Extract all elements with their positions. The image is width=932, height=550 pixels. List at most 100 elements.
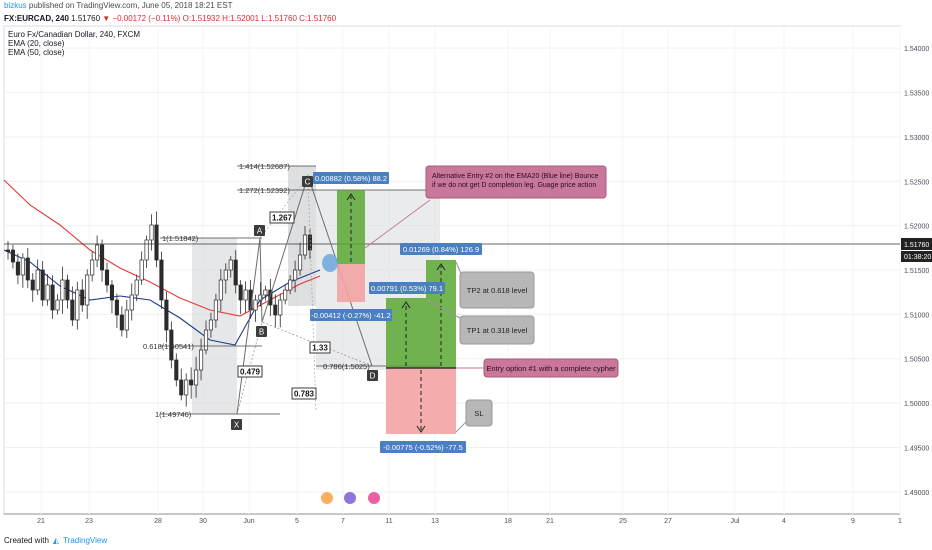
price-tick-label: 1.50500: [904, 357, 929, 364]
candle-body: [268, 289, 273, 306]
legend-title[interactable]: Euro Fx/Canadian Dollar, 240, FXCM: [8, 30, 141, 39]
candle-body: [243, 289, 248, 301]
candle-body: [20, 257, 25, 276]
ac-dashed: [259, 175, 309, 239]
candle-body: [134, 279, 139, 296]
svg-text:B: B: [259, 328, 264, 337]
callout-alt-entry-text: Alternative Entry #2 on the EMA20 (Blue …: [432, 173, 601, 189]
author-link[interactable]: bizkus: [4, 1, 27, 10]
callout-entry1[interactable]: Entry option #1 with a complete cypher: [456, 358, 619, 378]
candle-body: [119, 314, 124, 331]
candle-body: [139, 259, 144, 281]
candle-body: [223, 269, 228, 281]
time-tick-label: 18: [504, 518, 512, 525]
point-d: D: [367, 370, 378, 381]
candle-body: [228, 259, 233, 271]
candle-body: [273, 304, 278, 316]
symbol-label[interactable]: FX:EURCAD, 240: [4, 14, 69, 23]
candle-body: [45, 284, 50, 301]
callout-tp2[interactable]: TP2 at 0.618 level: [455, 261, 535, 309]
candle-body: [65, 279, 70, 301]
candle-body: [149, 224, 154, 241]
footer-brand[interactable]: TradingView: [63, 536, 108, 545]
time-tick-label: 13: [431, 518, 439, 525]
candle-body: [104, 269, 110, 286]
point-a: A: [254, 225, 265, 236]
callout-tp1[interactable]: TP1 at 0.318 level: [425, 299, 535, 345]
tradingview-logo-icon[interactable]: ◭: [52, 536, 60, 545]
price-axis: 1.54000 1.53500 1.53000 1.52500 1.52000 1.515…: [904, 46, 929, 497]
legend-ema20[interactable]: EMA (20, close): [8, 39, 65, 48]
price-tick-label: 1.54000: [904, 46, 929, 53]
price-tick-label: 1.49000: [904, 490, 929, 497]
sl-arrowhead: [416, 425, 426, 433]
svg-text:Entry option #1 with a complet: Entry option #1 with a complete cypher: [486, 364, 616, 373]
time-tick-label: Jul: [731, 518, 740, 525]
candle-body: [15, 261, 20, 276]
svg-text:A: A: [257, 227, 263, 236]
candle-body: [55, 299, 60, 311]
candle-body: [144, 239, 149, 261]
svg-text:C: C: [305, 178, 311, 187]
candle-body: [60, 279, 65, 301]
candle-body: [174, 359, 179, 381]
candle-body: [154, 224, 159, 261]
svg-text:1.51760: 1.51760: [904, 242, 929, 249]
pos2-gain-label: 0.00882 (0.58%) 88.2: [313, 172, 389, 184]
svg-text:0.783: 0.783: [294, 390, 315, 399]
time-axis: 21 23 28 30 Jun 5 7 11 13 18 21 25 27 Jul 4 9 1: [37, 518, 902, 525]
candle-body: [169, 329, 174, 361]
position2-loss-zone[interactable]: [337, 264, 365, 302]
cd-dashed: [307, 175, 317, 411]
change-value: ▼ −0.00172 (−0.11%): [102, 14, 181, 23]
footer: Created with ◭ TradingView: [0, 532, 932, 550]
economic-event-icons[interactable]: [321, 492, 380, 504]
candle-body: [164, 299, 169, 331]
candle-body: [85, 274, 90, 306]
publish-bar: bizkus published on TradingView.com, Jun…: [0, 0, 932, 12]
fib-label-0786: 0.786(1.5025): [323, 362, 370, 371]
price-tick-label: 1.52000: [904, 224, 929, 231]
svg-text:D: D: [370, 372, 376, 381]
candle-body: [109, 284, 115, 301]
time-tick-label: 25: [619, 518, 627, 525]
candle-body: [10, 249, 16, 263]
sl-loss-label: -0.00775 (-0.52%) -77.5: [380, 441, 466, 453]
candle-body: [50, 284, 55, 311]
callout-sl[interactable]: SL: [455, 399, 493, 433]
candle-body: [218, 279, 223, 301]
legend-ema50[interactable]: EMA (50, close): [8, 48, 65, 57]
fib-label-x: 1(1.49746): [155, 410, 192, 419]
candle-body: [129, 294, 134, 311]
svg-text:1.267: 1.267: [272, 214, 293, 223]
svg-text:-0.00775 (-0.52%) -77.5: -0.00775 (-0.52%) -77.5: [383, 443, 463, 452]
time-tick-label: 9: [851, 518, 855, 525]
candle-body: [75, 289, 80, 321]
fib-label-1272: 1.272(1.52392): [239, 186, 290, 195]
point-x: X: [231, 419, 242, 430]
candle-body: [5, 249, 11, 252]
time-tick-label: 30: [199, 518, 207, 525]
price-tick-label: 1.50000: [904, 401, 929, 408]
candle-body: [278, 299, 283, 316]
candle-body: [253, 299, 258, 311]
publish-text: published on TradingView.com, June 05, 2…: [26, 1, 233, 10]
candle-body: [288, 279, 293, 291]
candle-body: [90, 259, 95, 276]
fib-label-1414: 1.414(1.52687): [239, 162, 290, 171]
time-tick-label: 11: [385, 518, 392, 525]
candle-body: [95, 244, 100, 261]
tp1-gain-label: 0.00791 (0.53%) 79.1: [369, 282, 445, 294]
svg-text:TP1 at 0.318 level: TP1 at 0.318 level: [467, 326, 528, 335]
svg-text:TP2 at 0.618 level: TP2 at 0.618 level: [467, 286, 528, 295]
callout-alt-entry[interactable]: Alternative Entry #2 on the EMA20 (Blue …: [364, 165, 607, 249]
ema20-bounce-marker: [322, 254, 338, 272]
ohlc-values: O:1.51932 H:1.52001 L:1.51760 C:1.51760: [182, 14, 337, 23]
svg-text:X: X: [234, 421, 240, 430]
candle-body: [298, 254, 303, 271]
candle-body: [35, 269, 40, 291]
tp2-gain-label: 0.01269 (0.84%) 126.9: [400, 243, 482, 255]
candle-body: [184, 379, 189, 396]
symbol-bar: FX:EURCAD, 240 1.51760 ▼ −0.00172 (−0.11…: [0, 12, 932, 26]
